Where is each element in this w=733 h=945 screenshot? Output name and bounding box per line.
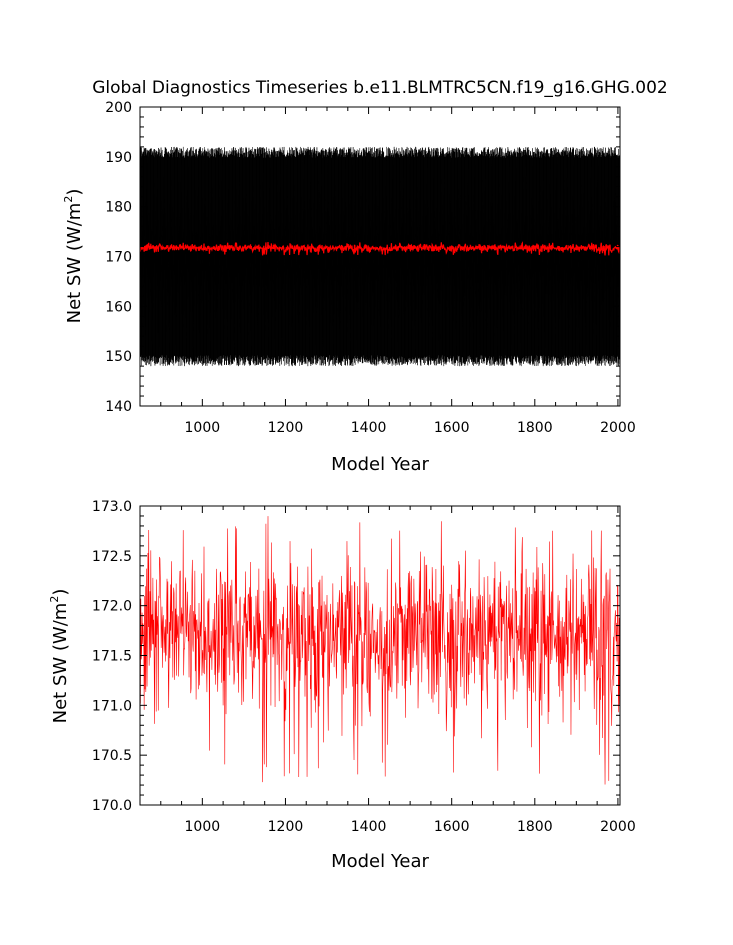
bottom-y-tick-label: 170.5 — [92, 748, 132, 764]
top-x-tick-label: 1000 — [185, 420, 221, 436]
top-x-axis-label: Model Year — [331, 454, 429, 475]
top-plot-area — [140, 146, 620, 367]
top-y-tick-label: 190 — [105, 150, 132, 166]
top-x-tick-label: 1600 — [434, 420, 470, 436]
top-x-tick-label: 1400 — [351, 420, 387, 436]
top-x-tick-label: 1800 — [517, 420, 553, 436]
bottom-axis-ticks: 1000 1200 1400 1600 1800 2000 170.0 170.5 171.0 1… — [92, 499, 636, 835]
top-y-tick-label: 200 — [105, 100, 132, 116]
bottom-panel: 1000 1200 1400 1600 1800 2000 170.0 170.5 171.0 1… — [48, 499, 636, 872]
bottom-annual-series-line — [140, 516, 620, 785]
bottom-x-axis-label: Model Year — [331, 851, 429, 872]
bottom-y-tick-label: 171.5 — [92, 649, 132, 665]
bottom-y-tick-label: 170.0 — [92, 798, 132, 814]
bottom-y-axis-label: Net SW (W/m2) — [48, 589, 71, 724]
bottom-x-tick-label: 1200 — [268, 819, 304, 835]
top-y-axis-label: Net SW (W/m2) — [62, 189, 85, 324]
top-x-tick-label: 1200 — [268, 420, 304, 436]
top-y-tick-label: 160 — [105, 299, 132, 315]
top-axis-ticks: 1000 1200 1400 1600 1800 2000 140 150 160 170 180 1… — [105, 100, 635, 436]
top-y-tick-label: 170 — [105, 250, 132, 266]
bottom-x-tick-label: 1800 — [517, 819, 553, 835]
bottom-x-tick-label: 1400 — [351, 819, 387, 835]
top-y-tick-label: 180 — [105, 200, 132, 216]
top-monthly-series-line — [140, 146, 620, 367]
bottom-x-tick-label: 1000 — [185, 819, 221, 835]
top-y-tick-label: 140 — [105, 399, 132, 415]
top-annual-series-line — [140, 241, 620, 256]
top-y-tick-label: 150 — [105, 349, 132, 365]
bottom-y-tick-label: 172.5 — [92, 549, 132, 565]
bottom-y-tick-label: 172.0 — [92, 599, 132, 615]
top-panel: 1000 1200 1400 1600 1800 2000 140 150 160 170 180 1… — [62, 100, 636, 475]
top-x-tick-label: 2000 — [600, 420, 636, 436]
bottom-x-tick-label: 2000 — [600, 819, 636, 835]
chart-title: Global Diagnostics Timeseries b.e11.BLMT… — [92, 78, 667, 98]
bottom-y-tick-label: 173.0 — [92, 499, 132, 515]
bottom-plot-area — [140, 516, 620, 785]
bottom-x-tick-label: 1600 — [434, 819, 470, 835]
bottom-y-tick-label: 171.0 — [92, 698, 132, 714]
